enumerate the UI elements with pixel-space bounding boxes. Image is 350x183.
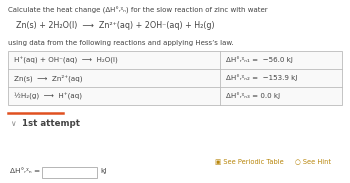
Text: ΔH°ᵣᵡₙ₁ =  −56.0 kJ: ΔH°ᵣᵡₙ₁ = −56.0 kJ [226, 57, 293, 63]
Text: kJ: kJ [100, 168, 106, 174]
Text: ΔH°ᵣᵡₙ =: ΔH°ᵣᵡₙ = [10, 168, 40, 174]
Text: H⁺(aq) + OH⁻(aq)  ⟶  H₂O(l): H⁺(aq) + OH⁻(aq) ⟶ H₂O(l) [14, 56, 118, 64]
Text: Zn(s)  ⟶  Zn²⁺(aq): Zn(s) ⟶ Zn²⁺(aq) [14, 74, 83, 82]
Text: Zn(s) + 2H₂O(l)  ⟶  Zn²⁺(aq) + 2OH⁻(aq) + H₂(g): Zn(s) + 2H₂O(l) ⟶ Zn²⁺(aq) + 2OH⁻(aq) + … [16, 21, 215, 30]
Text: Calculate the heat change (ΔH°ᵣᵡₙ) for the slow reaction of zinc with water: Calculate the heat change (ΔH°ᵣᵡₙ) for t… [8, 7, 268, 14]
Bar [42, 167, 97, 178]
Text: using data from the following reactions and applying Hess’s law.: using data from the following reactions … [8, 40, 234, 46]
Text: ΔH°ᵣᵡₙ₂ =  −153.9 kJ: ΔH°ᵣᵡₙ₂ = −153.9 kJ [226, 75, 298, 81]
Bar [8, 51, 342, 105]
Text: ∨: ∨ [10, 119, 16, 128]
Text: ΔH°ᵣᵡₙ₃ = 0.0 kJ: ΔH°ᵣᵡₙ₃ = 0.0 kJ [226, 93, 280, 99]
Text: ½H₂(g)  ⟶  H⁺(aq): ½H₂(g) ⟶ H⁺(aq) [14, 92, 82, 100]
Text: 1st attempt: 1st attempt [22, 119, 80, 128]
Text: ▣ See Periodic Table: ▣ See Periodic Table [215, 158, 284, 164]
Text: ○ See Hint: ○ See Hint [295, 158, 331, 164]
